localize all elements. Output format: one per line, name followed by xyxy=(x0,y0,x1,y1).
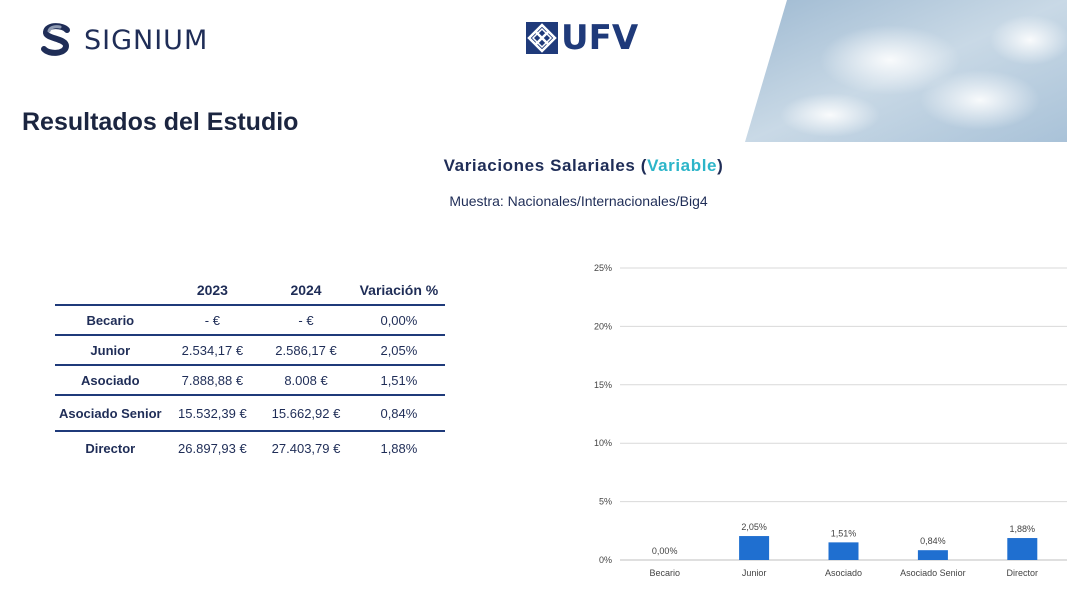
cell-variation: 2,05% xyxy=(352,335,445,366)
row-label: Asociado Senior xyxy=(55,395,166,432)
cell-2024: 27.403,79 € xyxy=(271,440,341,456)
page-title: Resultados del Estudio xyxy=(22,108,299,136)
cell-2023: - € xyxy=(165,305,260,336)
y-tick-label: 10% xyxy=(594,438,612,448)
signium-logo: SIGNIUM xyxy=(38,22,208,58)
cell-2024: - € xyxy=(259,305,353,336)
cell-2023: 7.888,88 € xyxy=(165,365,260,396)
table-row: Becario - € - € 0,00% xyxy=(55,305,445,336)
x-tick-label: Director xyxy=(1007,568,1039,578)
ufv-wordmark: UFV xyxy=(561,18,639,58)
table-row: Director 26.897,93 € 27.403,79 € 1,88% xyxy=(55,431,445,464)
row-label: Becario xyxy=(55,305,166,336)
cell-variation: 0,84% xyxy=(352,395,445,432)
bar xyxy=(1007,538,1038,560)
cell-2024: 15.662,92 € xyxy=(259,395,353,432)
x-tick-label: Asociado Senior xyxy=(900,568,966,578)
row-label: Asociado xyxy=(55,365,166,396)
data-label: 2,05% xyxy=(741,522,767,532)
x-tick-label: Junior xyxy=(742,568,767,578)
bar xyxy=(739,536,770,560)
bar xyxy=(828,542,859,560)
subtitle-accent: Variable xyxy=(647,156,718,175)
x-tick-label: Asociado xyxy=(825,568,862,578)
table-row: Asociado 7.888,88 € 8.008 € 1,51% xyxy=(55,365,445,396)
cell-2023: 26.897,93 € xyxy=(178,440,247,456)
cell-variation: 0,00% xyxy=(352,305,445,336)
variation-bar-chart: 0% 5% 10% 15% 20% 25% 0,00% Becario 2,05% Junior 1… xyxy=(594,263,1067,578)
table-row: Asociado Senior 15.532,39 € 15.662,92 € … xyxy=(55,395,445,432)
sample-description: Muestra: Nacionales/Internacionales/Big4 xyxy=(449,193,708,209)
x-tick-label: Becario xyxy=(649,568,680,578)
cell-variation: 1,51% xyxy=(352,365,445,396)
data-label: 0,00% xyxy=(652,546,678,556)
table-header-row: 2023 2024 Variación % xyxy=(55,262,445,306)
y-tick-label: 15% xyxy=(594,380,612,390)
signium-logo-icon xyxy=(41,23,70,56)
header-variation: Variación % xyxy=(352,262,445,306)
cell-2024: 8.008 € xyxy=(259,365,353,396)
y-tick-label: 25% xyxy=(594,263,612,273)
signium-wordmark: SIGNIUM xyxy=(84,24,209,56)
header-2024: 2024 xyxy=(259,262,353,306)
y-tick-label: 0% xyxy=(599,555,612,565)
y-tick-label: 5% xyxy=(599,497,612,507)
cell-variation: 1,88% xyxy=(380,440,418,456)
salary-table: 2023 2024 Variación % Becario - € - € 0,… xyxy=(55,262,445,464)
cell-2024: 2.586,17 € xyxy=(259,335,353,366)
data-label: 1,88% xyxy=(1010,524,1036,534)
header-empty xyxy=(55,262,166,306)
sky-image xyxy=(745,0,1067,142)
table-row: Junior 2.534,17 € 2.586,17 € 2,05% xyxy=(55,335,445,366)
y-tick-label: 20% xyxy=(594,321,612,331)
row-label: Junior xyxy=(55,335,166,366)
ufv-emblem-icon xyxy=(526,22,558,54)
row-label: Director xyxy=(85,440,136,456)
cell-2023: 15.532,39 € xyxy=(165,395,260,432)
subtitle-prefix: Variaciones Salariales ( xyxy=(443,156,648,175)
data-label: 1,51% xyxy=(831,528,857,538)
data-label: 0,84% xyxy=(920,536,946,546)
subtitle-suffix: ) xyxy=(717,156,724,175)
bar xyxy=(917,550,948,560)
cell-2023: 2.534,17 € xyxy=(165,335,260,366)
header-2023: 2023 xyxy=(165,262,260,306)
chart-subtitle: Variaciones Salariales (Variable) xyxy=(0,156,1067,176)
ufv-logo: UFV xyxy=(525,18,638,58)
